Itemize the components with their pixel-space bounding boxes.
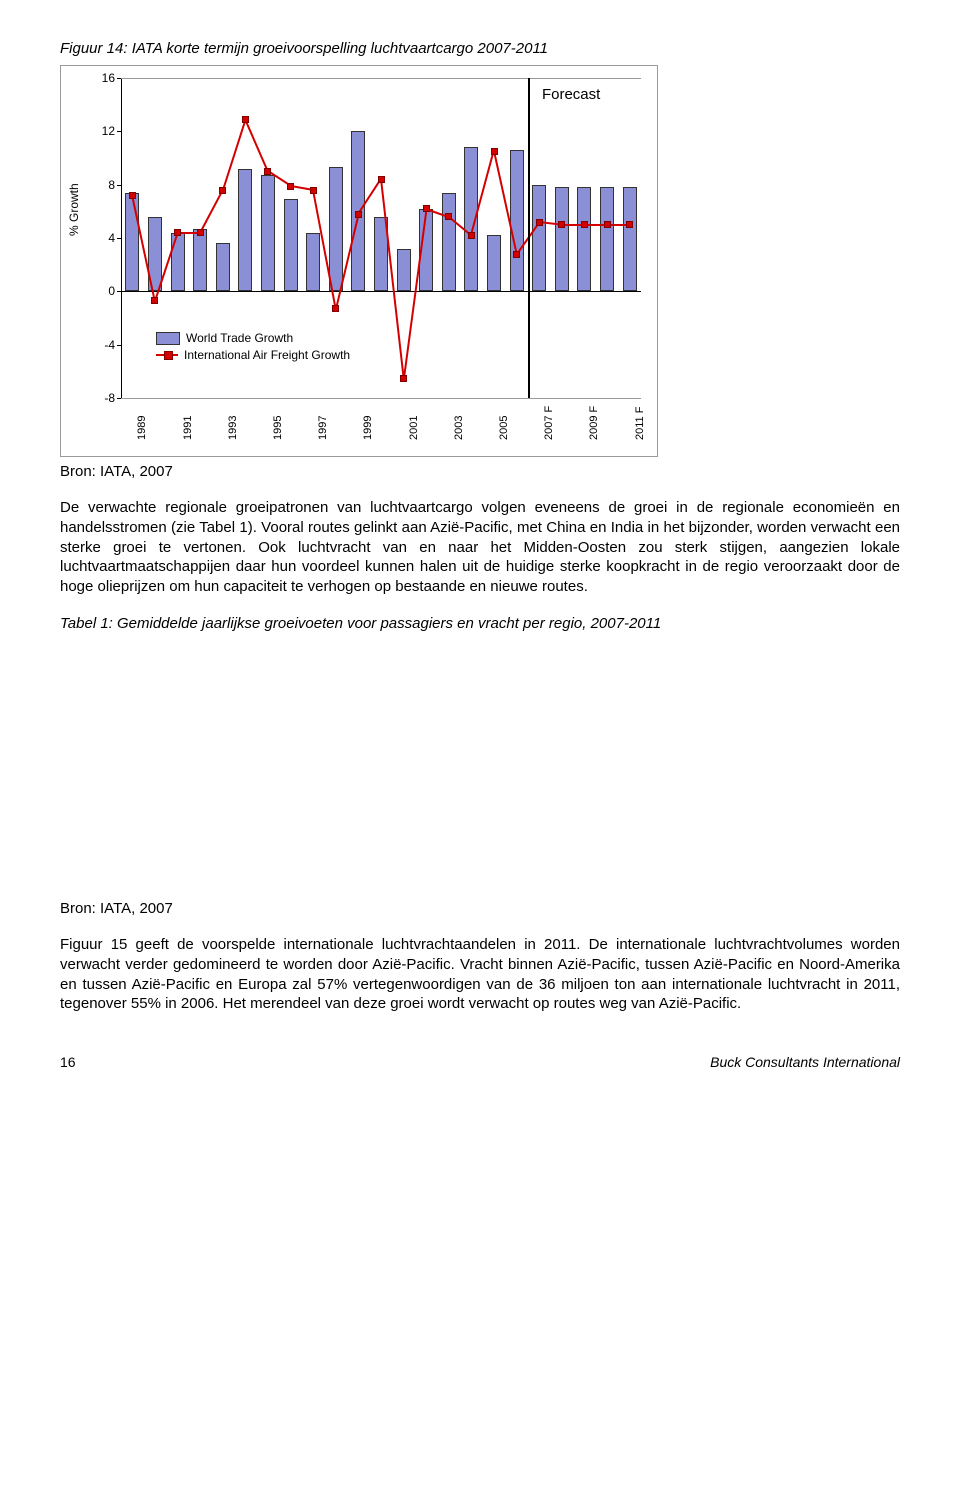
chart-line-segment xyxy=(403,209,428,379)
chart-marker xyxy=(264,168,271,175)
chart-marker xyxy=(581,221,588,228)
chart-marker xyxy=(151,297,158,304)
forecast-label: Forecast xyxy=(542,86,600,103)
page-number: 16 xyxy=(60,1054,76,1070)
x-tick-label: 1997 xyxy=(317,416,329,440)
chart-marker xyxy=(400,375,407,382)
chart-marker xyxy=(513,251,520,258)
chart-bar xyxy=(216,243,230,291)
y-tick-label: 4 xyxy=(97,231,115,245)
chart-marker xyxy=(468,232,475,239)
chart-marker xyxy=(378,176,385,183)
x-tick-label: 2001 xyxy=(408,416,420,440)
chart-bar xyxy=(397,249,411,292)
chart-bar xyxy=(577,187,591,291)
y-tick-label: 0 xyxy=(97,284,115,298)
legend-line-label: International Air Freight Growth xyxy=(184,348,350,362)
chart-bar xyxy=(487,235,501,291)
table-1-title: Tabel 1: Gemiddelde jaarlijkse groeivoet… xyxy=(60,615,900,632)
legend-bar-label: World Trade Growth xyxy=(186,331,293,345)
figure-14-title: Figuur 14: IATA korte termijn groeivoors… xyxy=(60,40,900,57)
chart-bar xyxy=(510,150,524,291)
table-1-placeholder xyxy=(60,650,900,900)
figure-14-source: Bron: IATA, 2007 xyxy=(60,463,900,480)
chart-bar xyxy=(193,229,207,292)
chart-marker xyxy=(445,213,452,220)
x-tick-label: 2005 xyxy=(498,416,510,440)
chart-bar xyxy=(623,187,637,291)
chart-bar xyxy=(329,167,343,291)
chart-marker xyxy=(604,221,611,228)
x-tick-label: 1995 xyxy=(272,416,284,440)
chart-marker xyxy=(287,183,294,190)
chart-marker xyxy=(355,211,362,218)
y-tick-label: -4 xyxy=(97,338,115,352)
x-tick-label: 2011 F xyxy=(634,407,646,440)
chart-marker xyxy=(536,219,543,226)
y-axis-label: % Growth xyxy=(67,183,81,236)
chart-bar xyxy=(284,199,298,291)
chart-legend: World Trade Growth International Air Fre… xyxy=(156,331,350,365)
chart-bar xyxy=(238,169,252,292)
x-tick-label: 1991 xyxy=(182,416,194,440)
chart-marker xyxy=(310,187,317,194)
x-tick-label: 1993 xyxy=(227,416,239,440)
figure-14-chart: % Growth -8 -4 0 4 8 12 16 1989 1991 1993 1995 1997… xyxy=(60,65,658,457)
legend-row-line: International Air Freight Growth xyxy=(156,348,350,362)
chart-bar xyxy=(600,187,614,291)
chart-bar xyxy=(442,193,456,292)
table-1-source: Bron: IATA, 2007 xyxy=(60,900,900,917)
chart-bar xyxy=(555,187,569,291)
chart-marker xyxy=(242,116,249,123)
x-tick-label: 1999 xyxy=(362,416,374,440)
chart-bar xyxy=(261,175,275,291)
y-tick-label: 12 xyxy=(97,124,115,138)
legend-row-bar: World Trade Growth xyxy=(156,331,350,345)
y-tick-label: 16 xyxy=(97,71,115,85)
paragraph-1: De verwachte regionale groeipatronen van… xyxy=(60,498,900,597)
paragraph-2: Figuur 15 geeft de voorspelde internatio… xyxy=(60,935,900,1014)
chart-bar xyxy=(532,185,546,292)
chart-marker xyxy=(491,148,498,155)
x-tick-label: 1989 xyxy=(136,416,148,440)
chart-line-segment xyxy=(199,190,223,234)
chart-bar xyxy=(306,233,320,292)
chart-marker xyxy=(129,192,136,199)
forecast-divider xyxy=(528,78,530,398)
chart-bar xyxy=(125,193,139,292)
footer-company: Buck Consultants International xyxy=(710,1054,900,1070)
chart-marker xyxy=(174,229,181,236)
chart-marker xyxy=(558,221,565,228)
x-tick-label: 2009 F xyxy=(588,406,600,440)
page-footer: 16 Buck Consultants International xyxy=(60,1054,900,1070)
y-tick-label: -8 xyxy=(97,391,115,405)
chart-marker xyxy=(219,187,226,194)
x-tick-label: 2003 xyxy=(453,416,465,440)
chart-line-segment xyxy=(244,119,268,172)
chart-bar xyxy=(464,147,478,291)
chart-marker xyxy=(197,229,204,236)
x-tick-label: 2007 F xyxy=(543,406,555,440)
y-tick-label: 8 xyxy=(97,178,115,192)
chart-marker xyxy=(332,305,339,312)
chart-marker xyxy=(423,205,430,212)
chart-marker xyxy=(626,221,633,228)
